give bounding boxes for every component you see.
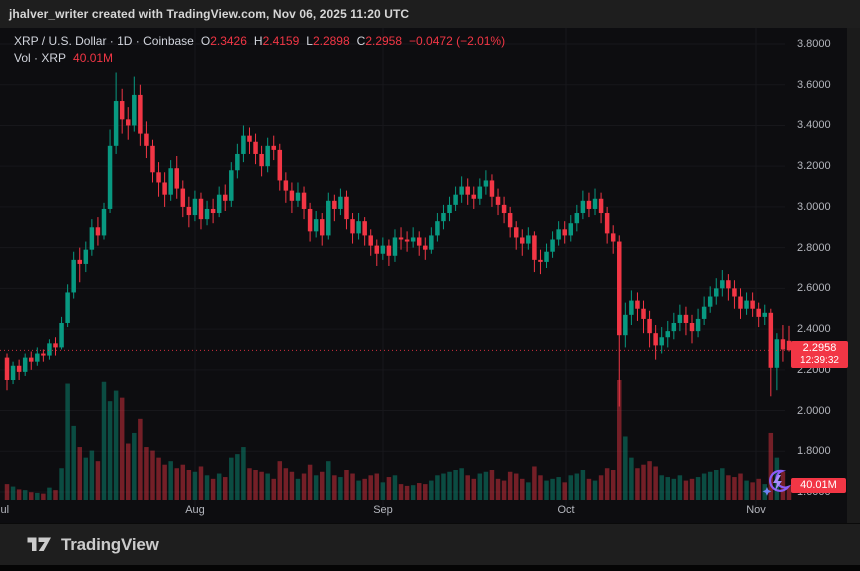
- legend-volume-row[interactable]: Vol · XRP 40.01M: [14, 49, 505, 66]
- change-value: −0.0472 (−2.01%): [409, 33, 506, 48]
- footer-bar: TradingView: [0, 524, 860, 565]
- y-axis-tick: 3.8000: [797, 38, 831, 50]
- candlestick-chart[interactable]: [0, 28, 860, 523]
- legend-symbol-row[interactable]: XRP / U.S. Dollar · 1D · Coinbase O2.342…: [14, 32, 505, 49]
- y-axis-tick: 3.4000: [797, 119, 831, 132]
- last-price-value: 2.2958: [802, 342, 837, 355]
- sparkle-icon: [762, 487, 772, 496]
- y-axis-tick: 2.4000: [797, 323, 831, 336]
- time-axis[interactable]: Jul Aug Sep Oct Nov: [0, 504, 790, 520]
- y-axis-tick: 3.0000: [797, 200, 831, 213]
- attribution-text: jhalver_writer created with TradingView.…: [9, 7, 410, 21]
- y-axis-tick: 3.6000: [797, 78, 831, 91]
- bottom-strip: [0, 565, 860, 571]
- ohlc-low: L2.2898: [306, 33, 350, 48]
- y-axis-tick: 2.8000: [797, 241, 831, 254]
- event-marker-icon[interactable]: [760, 468, 792, 498]
- last-volume-label: 40.01M: [791, 477, 846, 493]
- volume-value: 40.01M: [73, 50, 114, 65]
- ohlc-open: O2.3426: [200, 33, 247, 48]
- lightning-bolt-icon: [773, 475, 782, 491]
- x-axis-label: Sep: [373, 504, 393, 516]
- tradingview-logo-icon[interactable]: [27, 537, 52, 552]
- ohlc-high: H2.4159: [253, 33, 300, 48]
- y-axis-tick: 3.2000: [797, 160, 831, 173]
- last-price-label: 2.2958 12:39:32: [791, 341, 848, 369]
- volume-title[interactable]: Vol · XRP: [14, 50, 67, 65]
- chart-pane[interactable]: XRP / U.S. Dollar · 1D · Coinbase O2.342…: [0, 28, 860, 523]
- attribution-bar: jhalver_writer created with TradingView.…: [0, 0, 860, 28]
- bar-countdown: 12:39:32: [800, 355, 839, 367]
- x-axis-label: Oct: [557, 504, 575, 516]
- x-axis-label: Nov: [746, 504, 766, 516]
- crescent-icon: [769, 469, 792, 492]
- tradingview-brand-text[interactable]: TradingView: [61, 534, 159, 554]
- y-axis-tick: 2.0000: [797, 404, 831, 417]
- y-axis-tick: 1.8000: [797, 445, 831, 458]
- x-axis-label: Aug: [185, 504, 205, 516]
- x-axis-label: Jul: [0, 504, 10, 516]
- footer-divider: [0, 523, 860, 524]
- ohlc-close: C2.2958: [356, 33, 403, 48]
- y-axis-tick: 2.6000: [797, 282, 831, 295]
- right-edge-strip: [847, 28, 860, 523]
- symbol-title[interactable]: XRP / U.S. Dollar · 1D · Coinbase: [14, 33, 194, 48]
- chart-legend: XRP / U.S. Dollar · 1D · Coinbase O2.342…: [14, 32, 505, 66]
